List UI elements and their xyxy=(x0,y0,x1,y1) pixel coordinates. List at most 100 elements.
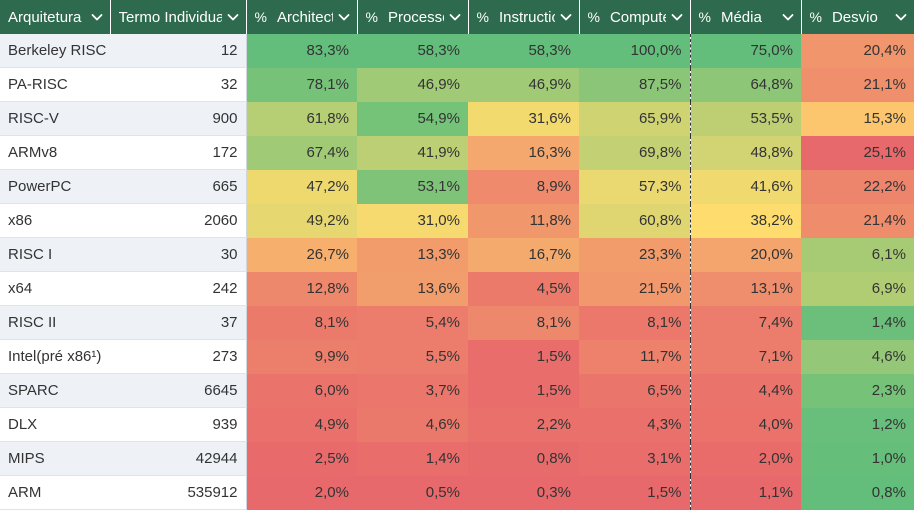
chevron-down-icon[interactable] xyxy=(448,10,462,24)
architecture-cell: RISC II xyxy=(0,305,110,340)
percent-cell-architecture: 83,3% xyxy=(245,34,357,68)
term-count-cell: 42944 xyxy=(110,441,246,476)
chevron-down-icon[interactable] xyxy=(90,10,104,24)
percent-cell-desvio: 0,8% xyxy=(801,475,914,510)
architecture-cell: ARM xyxy=(0,475,110,510)
table-row[interactable]: ARMv8 172 67,4% 41,9% 16,3% 69,8% 48,8% 25,1% xyxy=(0,135,914,170)
percent-cell-architecture: 12,8% xyxy=(245,271,357,306)
table-row[interactable]: Berkeley RISC 12 83,3% 58,3% 58,3% 100,0% 75,0… xyxy=(0,34,914,68)
table-row[interactable]: SPARC 6645 6,0% 3,7% 1,5% 6,5% 4,4% 2,3% xyxy=(0,373,914,408)
table-row[interactable]: PA-RISC 32 78,1% 46,9% 46,9% 87,5% 64,8% 21,1% xyxy=(0,67,914,102)
percent-label: % xyxy=(587,9,600,25)
percent-cell-instruction: 46,9% xyxy=(468,67,579,102)
percent-cell-desvio: 1,4% xyxy=(801,305,914,340)
percent-cell-architecture: 2,5% xyxy=(245,441,357,476)
percent-cell-processor: 31,0% xyxy=(357,203,468,238)
percent-cell-processor: 3,7% xyxy=(357,373,468,408)
architecture-cell: SPARC xyxy=(0,373,110,408)
percent-cell-instruction: 0,8% xyxy=(468,441,579,476)
percent-cell-media: 4,0% xyxy=(690,407,801,442)
table-row[interactable]: MIPS 42944 2,5% 1,4% 0,8% 3,1% 2,0% 1,0% xyxy=(0,441,914,476)
column-header-label: Média xyxy=(720,8,762,26)
chevron-down-icon[interactable] xyxy=(670,10,684,24)
table-row[interactable]: x64 242 12,8% 13,6% 4,5% 21,5% 13,1% 6,9% xyxy=(0,271,914,306)
architecture-cell: x64 xyxy=(0,271,110,306)
percent-cell-instruction: 8,1% xyxy=(468,305,579,340)
percent-cell-media: 75,0% xyxy=(690,34,801,68)
percent-cell-media: 2,0% xyxy=(690,441,801,476)
column-header-architecture[interactable]: % Architecture xyxy=(246,0,358,34)
percent-cell-instruction: 11,8% xyxy=(468,203,579,238)
architecture-cell: MIPS xyxy=(0,441,110,476)
chevron-down-icon[interactable] xyxy=(559,10,573,24)
percent-cell-desvio: 1,0% xyxy=(801,441,914,476)
percent-cell-desvio: 4,6% xyxy=(801,339,914,374)
percent-cell-architecture: 61,8% xyxy=(245,101,357,136)
column-header-label: Instruction xyxy=(498,8,555,26)
column-header-computer[interactable]: % Computer xyxy=(579,0,691,34)
percent-cell-computer: 60,8% xyxy=(579,203,691,238)
percent-cell-processor: 54,9% xyxy=(357,101,468,136)
percent-cell-architecture: 47,2% xyxy=(245,169,357,204)
table-row[interactable]: PowerPC 665 47,2% 53,1% 8,9% 57,3% 41,6% 22,2% xyxy=(0,169,914,204)
percent-cell-desvio: 15,3% xyxy=(801,101,914,136)
architecture-cell: Berkeley RISC xyxy=(0,34,110,68)
term-count-cell: 273 xyxy=(110,339,246,374)
column-header-termo-individual[interactable]: Termo Individual xyxy=(110,0,247,34)
percent-cell-architecture: 67,4% xyxy=(245,135,357,170)
column-header-label: Termo Individual xyxy=(118,8,222,26)
percent-cell-media: 38,2% xyxy=(690,203,801,238)
column-header-desvio[interactable]: % Desvio xyxy=(801,0,914,34)
percent-cell-desvio: 25,1% xyxy=(801,135,914,170)
percent-cell-media: 41,6% xyxy=(690,169,801,204)
chevron-down-icon[interactable] xyxy=(781,10,795,24)
chevron-down-icon[interactable] xyxy=(337,10,351,24)
percent-label: % xyxy=(809,9,822,25)
percent-cell-processor: 13,3% xyxy=(357,237,468,272)
percent-cell-architecture: 78,1% xyxy=(245,67,357,102)
column-header-media[interactable]: % Média xyxy=(690,0,802,34)
percent-label: % xyxy=(698,9,711,25)
percent-cell-processor: 46,9% xyxy=(357,67,468,102)
percent-cell-desvio: 2,3% xyxy=(801,373,914,408)
chevron-down-icon[interactable] xyxy=(226,10,240,24)
percent-cell-instruction: 1,5% xyxy=(468,339,579,374)
table-row[interactable]: RISC II 37 8,1% 5,4% 8,1% 8,1% 7,4% 1,4% xyxy=(0,305,914,340)
table-row[interactable]: RISC I 30 26,7% 13,3% 16,7% 23,3% 20,0% 6,1% xyxy=(0,237,914,272)
architecture-cell: DLX xyxy=(0,407,110,442)
table-row[interactable]: x86 2060 49,2% 31,0% 11,8% 60,8% 38,2% 21,4% xyxy=(0,203,914,238)
column-header-processor[interactable]: % Processor xyxy=(357,0,469,34)
chevron-down-icon[interactable] xyxy=(894,10,908,24)
percent-cell-architecture: 4,9% xyxy=(245,407,357,442)
term-count-cell: 939 xyxy=(110,407,246,442)
percent-cell-architecture: 26,7% xyxy=(245,237,357,272)
term-count-cell: 242 xyxy=(110,271,246,306)
architecture-cell: x86 xyxy=(0,203,110,238)
percent-cell-instruction: 31,6% xyxy=(468,101,579,136)
term-count-cell: 2060 xyxy=(110,203,246,238)
percent-cell-computer: 87,5% xyxy=(579,67,691,102)
column-header-arquitetura[interactable]: Arquitetura xyxy=(0,0,111,34)
term-count-cell: 900 xyxy=(110,101,246,136)
percent-cell-media: 1,1% xyxy=(690,475,801,510)
percent-cell-computer: 23,3% xyxy=(579,237,691,272)
table-row[interactable]: RISC-V 900 61,8% 54,9% 31,6% 65,9% 53,5% 15,3% xyxy=(0,101,914,136)
term-count-cell: 535912 xyxy=(110,475,246,510)
percent-cell-processor: 41,9% xyxy=(357,135,468,170)
percent-cell-architecture: 49,2% xyxy=(245,203,357,238)
column-header-instruction[interactable]: % Instruction xyxy=(468,0,580,34)
percent-cell-processor: 1,4% xyxy=(357,441,468,476)
percent-cell-desvio: 21,1% xyxy=(801,67,914,102)
percent-cell-desvio: 6,9% xyxy=(801,271,914,306)
percent-cell-computer: 4,3% xyxy=(579,407,691,442)
percent-cell-media: 7,1% xyxy=(690,339,801,374)
table-row[interactable]: ARM 535912 2,0% 0,5% 0,3% 1,5% 1,1% 0,8% xyxy=(0,475,914,510)
percent-cell-desvio: 21,4% xyxy=(801,203,914,238)
table-row[interactable]: Intel(pré x86¹) 273 9,9% 5,5% 1,5% 11,7% 7,1% 4… xyxy=(0,339,914,374)
table-row[interactable]: DLX 939 4,9% 4,6% 2,2% 4,3% 4,0% 1,2% xyxy=(0,407,914,442)
percent-cell-instruction: 16,7% xyxy=(468,237,579,272)
percent-label: % xyxy=(365,9,378,25)
column-header-label: Desvio xyxy=(831,8,878,26)
percent-cell-media: 48,8% xyxy=(690,135,801,170)
term-count-cell: 12 xyxy=(110,34,246,68)
